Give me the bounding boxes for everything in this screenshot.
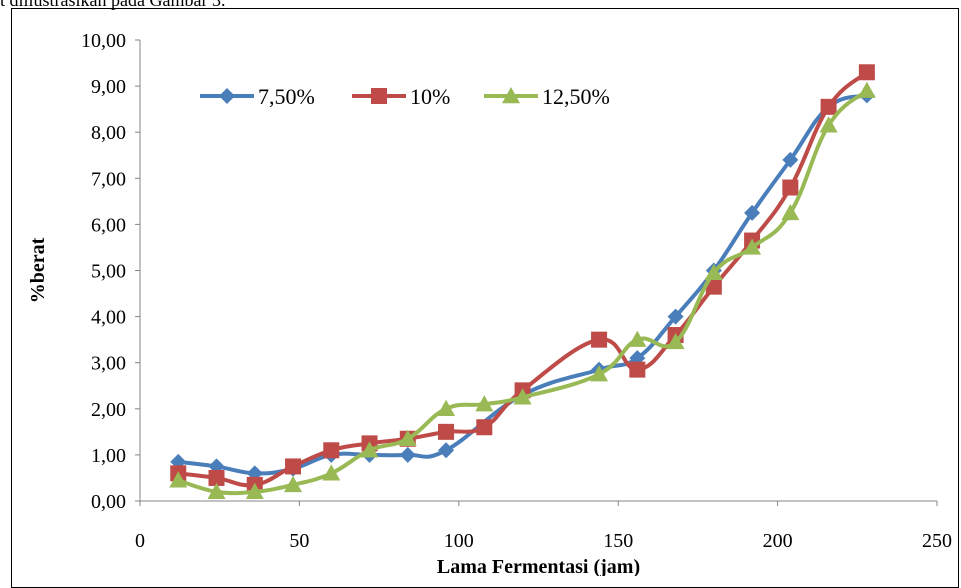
y-tick-label: 6,00: [91, 214, 126, 236]
legend-item: 12,50%: [484, 84, 610, 109]
y-tick-label: 8,00: [91, 122, 126, 144]
data-point: [360, 441, 379, 458]
x-tick-label: 0: [135, 530, 145, 552]
data-point: [323, 442, 340, 459]
series-layer: [169, 64, 876, 499]
x-tick-label: 150: [603, 530, 633, 552]
data-point: [704, 263, 723, 281]
legend-marker: [219, 88, 235, 104]
legend: 7,50% 10% 12,50%: [200, 84, 610, 109]
data-point: [398, 429, 417, 446]
data-point: [667, 308, 684, 325]
line-chart: 0,00 1,00 2,00 3,00 4,00 5,00 6,00 7,00 8,00 9,00…: [27, 30, 952, 576]
data-point: [169, 471, 188, 488]
legend-marker: [371, 88, 387, 104]
data-point: [629, 361, 646, 378]
y-tick-label: 7,00: [91, 168, 126, 190]
data-point: [208, 469, 225, 486]
y-tick-label: 5,00: [91, 261, 126, 283]
legend-item: 10%: [352, 84, 450, 109]
x-tick-label: 100: [444, 530, 474, 552]
data-point: [476, 419, 493, 436]
data-point: [743, 238, 762, 255]
data-point: [438, 442, 455, 459]
x-tick-label: 200: [763, 530, 793, 552]
y-axis-title: %berat: [27, 237, 49, 303]
legend-label: 12,50%: [542, 84, 610, 109]
series-3: [169, 81, 876, 499]
y-tick-label: 9,00: [91, 76, 126, 98]
series-line: [176, 93, 869, 476]
data-point: [782, 151, 799, 168]
data-point: [437, 399, 456, 416]
data-point: [591, 331, 608, 348]
series-line: [176, 88, 869, 496]
legend-label: 10%: [410, 84, 450, 109]
data-point: [590, 365, 609, 382]
series-2: [170, 64, 875, 493]
legend-marker: [502, 87, 520, 104]
caption-text: t diilustrasikan pada Gambar 3.: [0, 0, 226, 10]
data-point: [438, 423, 455, 440]
series-1: [170, 87, 875, 482]
data-point: [666, 332, 685, 350]
y-tick-label: 1,00: [91, 445, 126, 467]
data-point: [513, 388, 532, 405]
data-point: [399, 446, 416, 463]
y-tick-label: 10,00: [81, 30, 126, 52]
data-point: [857, 81, 876, 98]
y-tick-label: 2,00: [91, 399, 126, 421]
data-point: [781, 203, 800, 221]
data-point: [475, 395, 494, 412]
data-point: [628, 330, 647, 347]
series-line: [176, 70, 869, 488]
data-point: [820, 98, 837, 115]
y-tick-label: 4,00: [91, 307, 126, 329]
y-tick-label: 0,00: [91, 491, 126, 513]
data-point: [858, 64, 875, 81]
tick-labels: 0,00 1,00 2,00 3,00 4,00 5,00 6,00 7,00 8,00 9,00…: [81, 30, 952, 552]
data-point: [322, 464, 341, 481]
data-point: [245, 482, 264, 499]
x-axis-title: Lama Fermentasi (jam): [437, 556, 640, 576]
data-point: [705, 278, 722, 295]
data-point: [284, 475, 303, 493]
y-tick-label: 3,00: [91, 353, 126, 375]
x-tick-label: 250: [922, 530, 952, 552]
legend-item: 7,50%: [200, 84, 315, 109]
legend-label: 7,50%: [258, 84, 315, 109]
data-point: [782, 179, 799, 196]
data-point: [285, 458, 302, 475]
axes: [135, 39, 938, 506]
data-point: [744, 204, 761, 221]
data-point: [819, 116, 838, 133]
x-tick-label: 50: [289, 530, 309, 552]
data-point: [207, 482, 226, 499]
